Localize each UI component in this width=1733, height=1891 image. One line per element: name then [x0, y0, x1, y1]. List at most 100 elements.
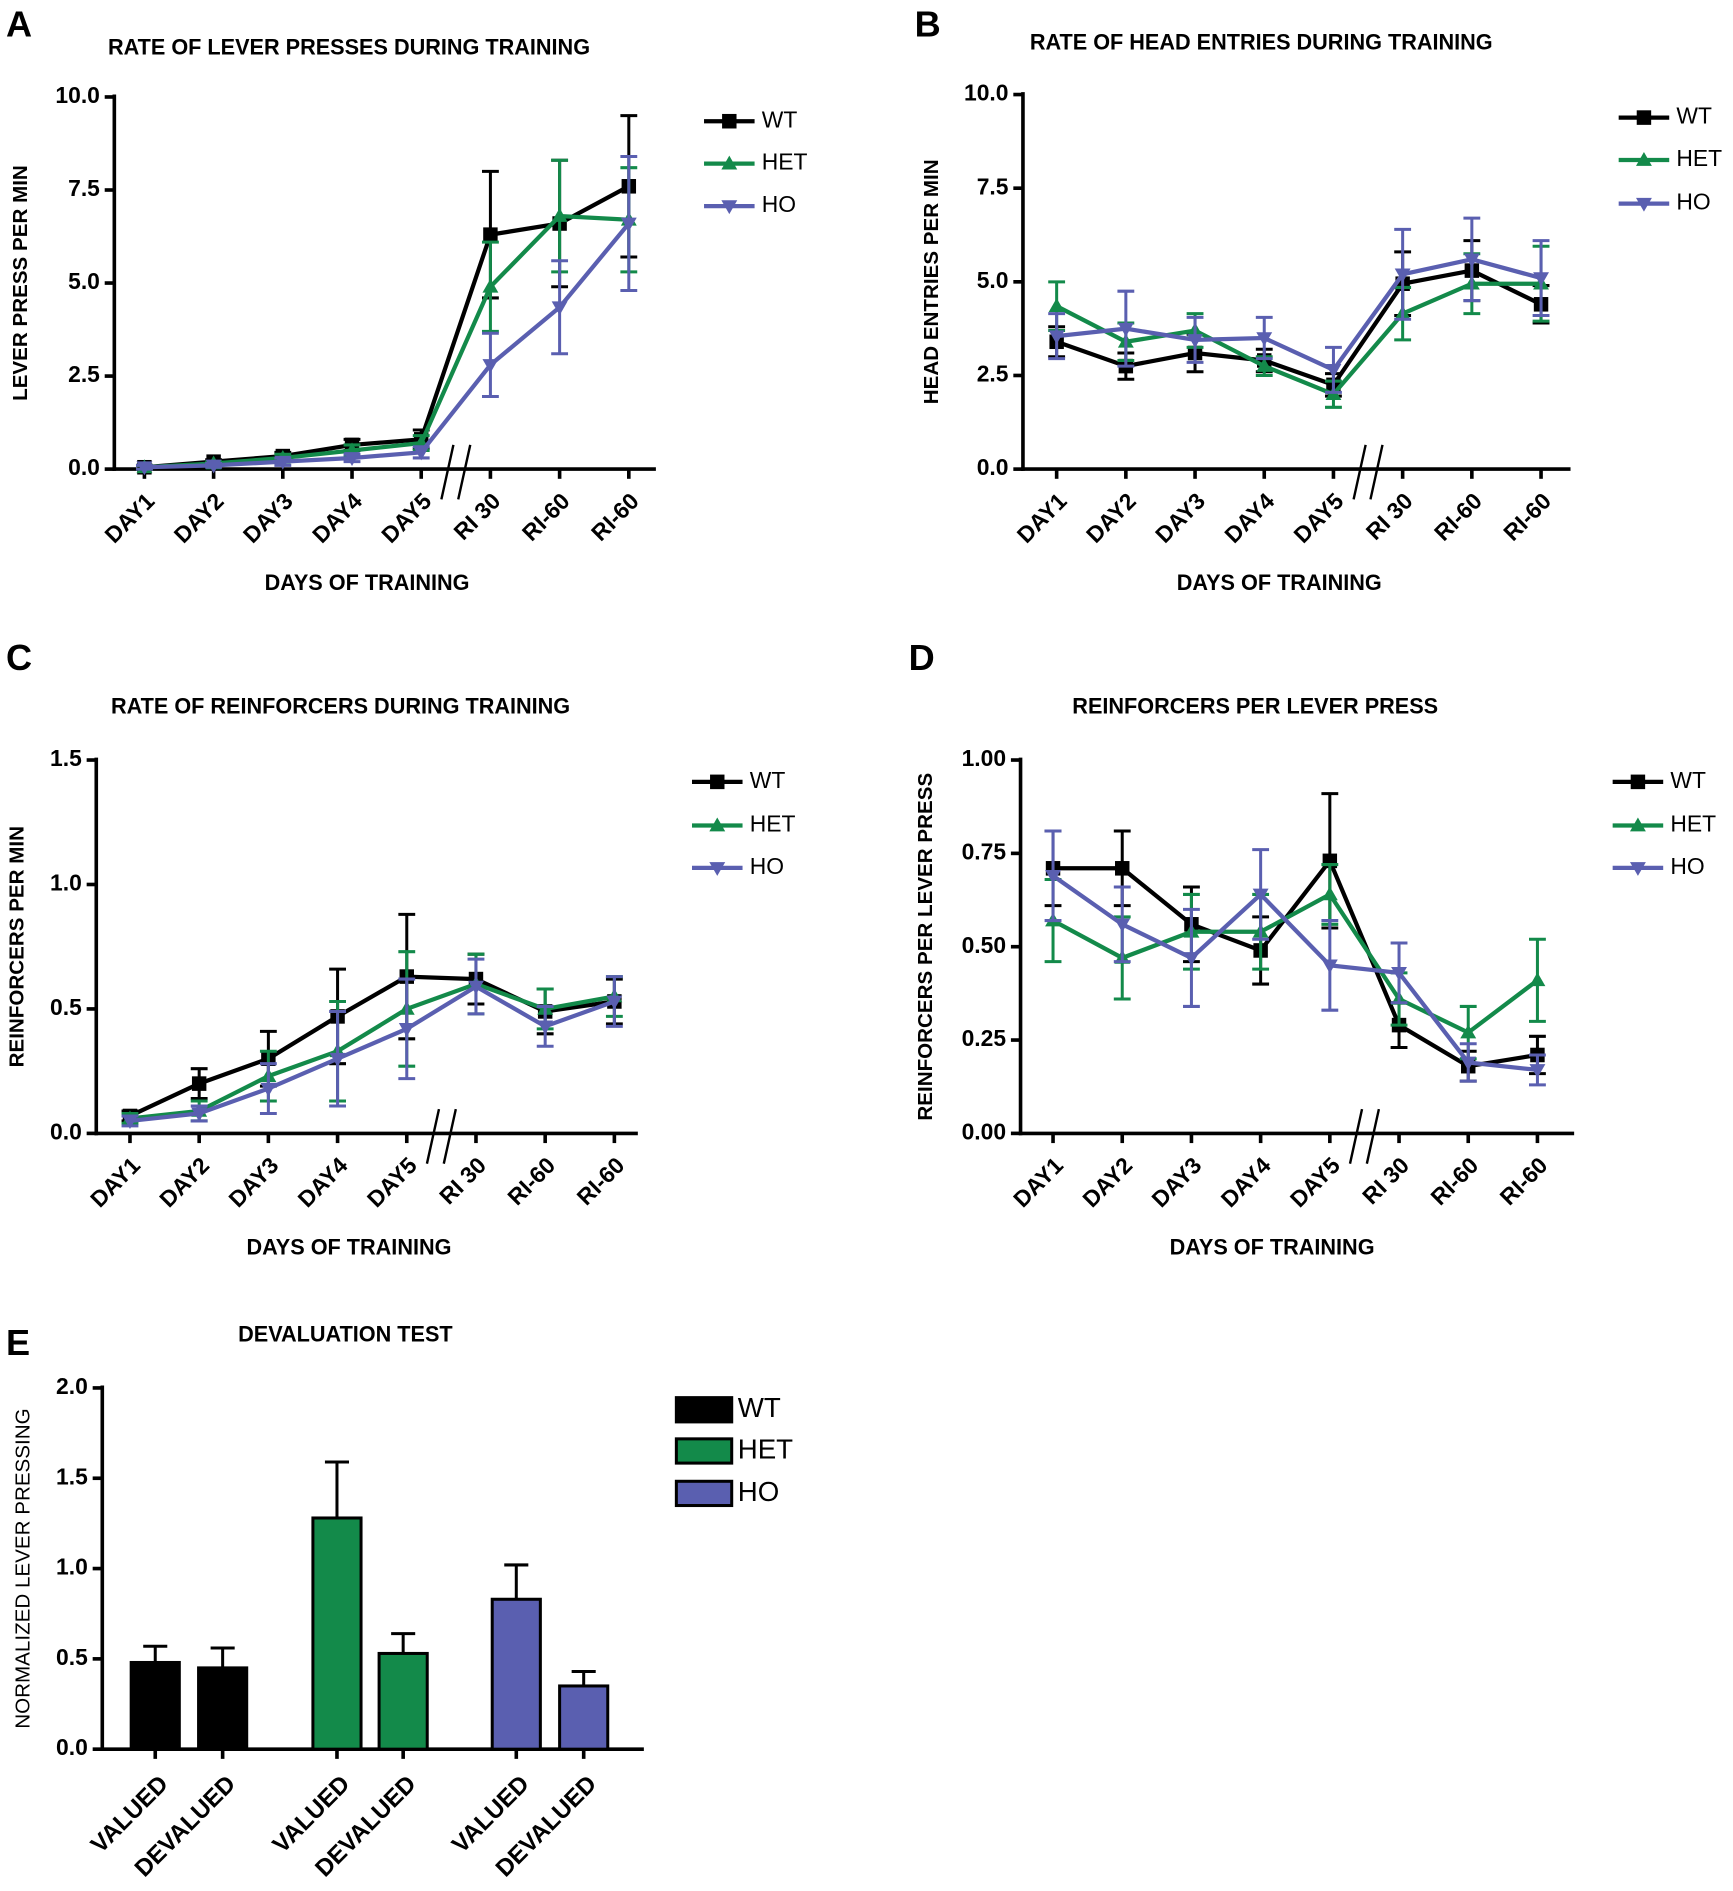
y-tick-label: 0.5 — [50, 994, 82, 1020]
line — [1051, 874, 1538, 1073]
legend-label: HET — [762, 149, 808, 175]
x-tick-label: RI-60 — [502, 1152, 560, 1210]
marker — [1629, 817, 1646, 832]
line — [1052, 891, 1539, 1036]
legend-label: WT — [762, 106, 798, 132]
marker — [1183, 952, 1200, 966]
line — [1056, 257, 1542, 373]
y-tick-label: 2.5 — [68, 361, 100, 387]
legend-swatch — [674, 1437, 734, 1465]
bar — [377, 1651, 429, 1751]
marker — [191, 1076, 207, 1091]
marker — [122, 1115, 138, 1129]
marker — [1256, 358, 1273, 372]
x-tick-label: DAY2 — [169, 488, 229, 548]
legend-label: HO — [1676, 189, 1710, 215]
chart-title: RATE OF REINFORCERS DURING TRAINING — [111, 694, 570, 719]
marker — [205, 459, 222, 474]
line — [1055, 281, 1542, 397]
marker — [483, 227, 498, 242]
legend-label: HO — [750, 853, 784, 879]
x-tick-label: RI-60 — [1495, 1152, 1553, 1210]
x-tick-label: RI 30 — [1357, 1152, 1414, 1209]
marker — [413, 446, 430, 461]
marker — [1529, 1064, 1546, 1078]
y-tick-label: 5.0 — [68, 268, 100, 294]
x-tick-label: DAY5 — [362, 1152, 422, 1213]
y-axis-label: LEVER PRESS PER MIN — [9, 165, 32, 401]
marker — [398, 1023, 415, 1037]
panel: C RATE OF REINFORCERS DURING TRAINING REIN… — [6, 637, 796, 1259]
y-tick-label: 0.0 — [50, 1118, 82, 1144]
panel-label: A — [6, 3, 32, 44]
marker — [136, 461, 153, 476]
y-tick-label: 0.75 — [962, 838, 1007, 864]
marker — [710, 774, 725, 790]
y-tick-label: 1.5 — [56, 1463, 88, 1489]
x-tick-label: DAY3 — [1150, 488, 1210, 548]
legend-label: HO — [1670, 853, 1704, 879]
legend-label: HET — [1676, 145, 1722, 171]
legend-label: WT — [750, 767, 786, 793]
marker — [709, 817, 726, 832]
marker — [1636, 197, 1652, 212]
y-tick-label: 0.0 — [56, 1734, 88, 1760]
marker — [620, 217, 637, 232]
marker — [191, 1107, 208, 1122]
y-tick-label: 0.0 — [977, 454, 1009, 480]
legend-label: WT — [738, 1392, 781, 1423]
y-axis-label: HEAD ENTRIES PER MIN — [920, 159, 943, 404]
legend-label: HO — [738, 1476, 780, 1507]
panel: A RATE OF LEVER PRESSES DURING TRAINING LE… — [6, 3, 807, 595]
x-tick-label: DAY1 — [1012, 487, 1072, 548]
marker — [1321, 959, 1338, 974]
y-tick-label: 1.0 — [56, 1554, 88, 1580]
x-tick-label: DAY2 — [1077, 1152, 1137, 1212]
bar — [129, 1660, 181, 1751]
marker — [260, 1082, 277, 1097]
y-tick-label: 0.5 — [56, 1644, 88, 1670]
x-tick-label: RI 30 — [448, 488, 505, 545]
marker — [1321, 886, 1338, 901]
x-tick-label: RI-60 — [572, 1152, 630, 1210]
marker — [1460, 1024, 1477, 1039]
y-tick-label: 1.5 — [50, 745, 82, 771]
y-tick-label: 2.0 — [56, 1373, 88, 1399]
marker — [709, 862, 726, 876]
marker — [537, 1020, 554, 1035]
axis-break — [425, 1108, 457, 1164]
x-tick-label: DAY3 — [223, 1152, 283, 1212]
panel: B RATE OF HEAD ENTRIES DURING TRAINING HEA… — [915, 3, 1723, 595]
y-tick-label: 0.50 — [962, 932, 1006, 958]
marker — [721, 200, 738, 215]
marker — [1636, 152, 1652, 166]
marker — [329, 1052, 346, 1067]
panel: D REINFORCERS PER LEVER PRESS REINFORCERS … — [909, 637, 1717, 1259]
marker — [1187, 334, 1203, 348]
line — [129, 984, 616, 1124]
marker — [1048, 330, 1065, 345]
x-tick-label: RI-60 — [1429, 488, 1487, 546]
line — [1053, 856, 1538, 1069]
marker — [1325, 364, 1342, 378]
x-tick-label: RI-60 — [586, 488, 644, 546]
panel: E DEVALUATION TEST NORMALIZED LEVER PRESSI… — [6, 1322, 793, 1883]
bar — [558, 1684, 610, 1751]
chart-title: RATE OF LEVER PRESSES DURING TRAINING — [108, 34, 590, 59]
bar — [311, 1516, 363, 1751]
chart-title: REINFORCERS PER LEVER PRESS — [1072, 694, 1438, 719]
y-tick-label: 2.5 — [977, 360, 1009, 386]
marker — [1256, 332, 1273, 347]
marker — [482, 359, 499, 373]
marker — [1533, 272, 1549, 287]
axis-break — [440, 444, 472, 500]
legend-label: HO — [762, 191, 796, 217]
marker — [551, 301, 568, 316]
y-tick-label: 1.0 — [50, 869, 82, 895]
chart-title: RATE OF HEAD ENTRIES DURING TRAINING — [1030, 29, 1493, 54]
y-tick-label: 7.5 — [68, 175, 100, 201]
x-axis-label: DAYS OF TRAINING — [1170, 1234, 1375, 1259]
y-axis-label: REINFORCERS PER LEVER PRESS — [914, 773, 937, 1121]
marker — [482, 278, 499, 293]
